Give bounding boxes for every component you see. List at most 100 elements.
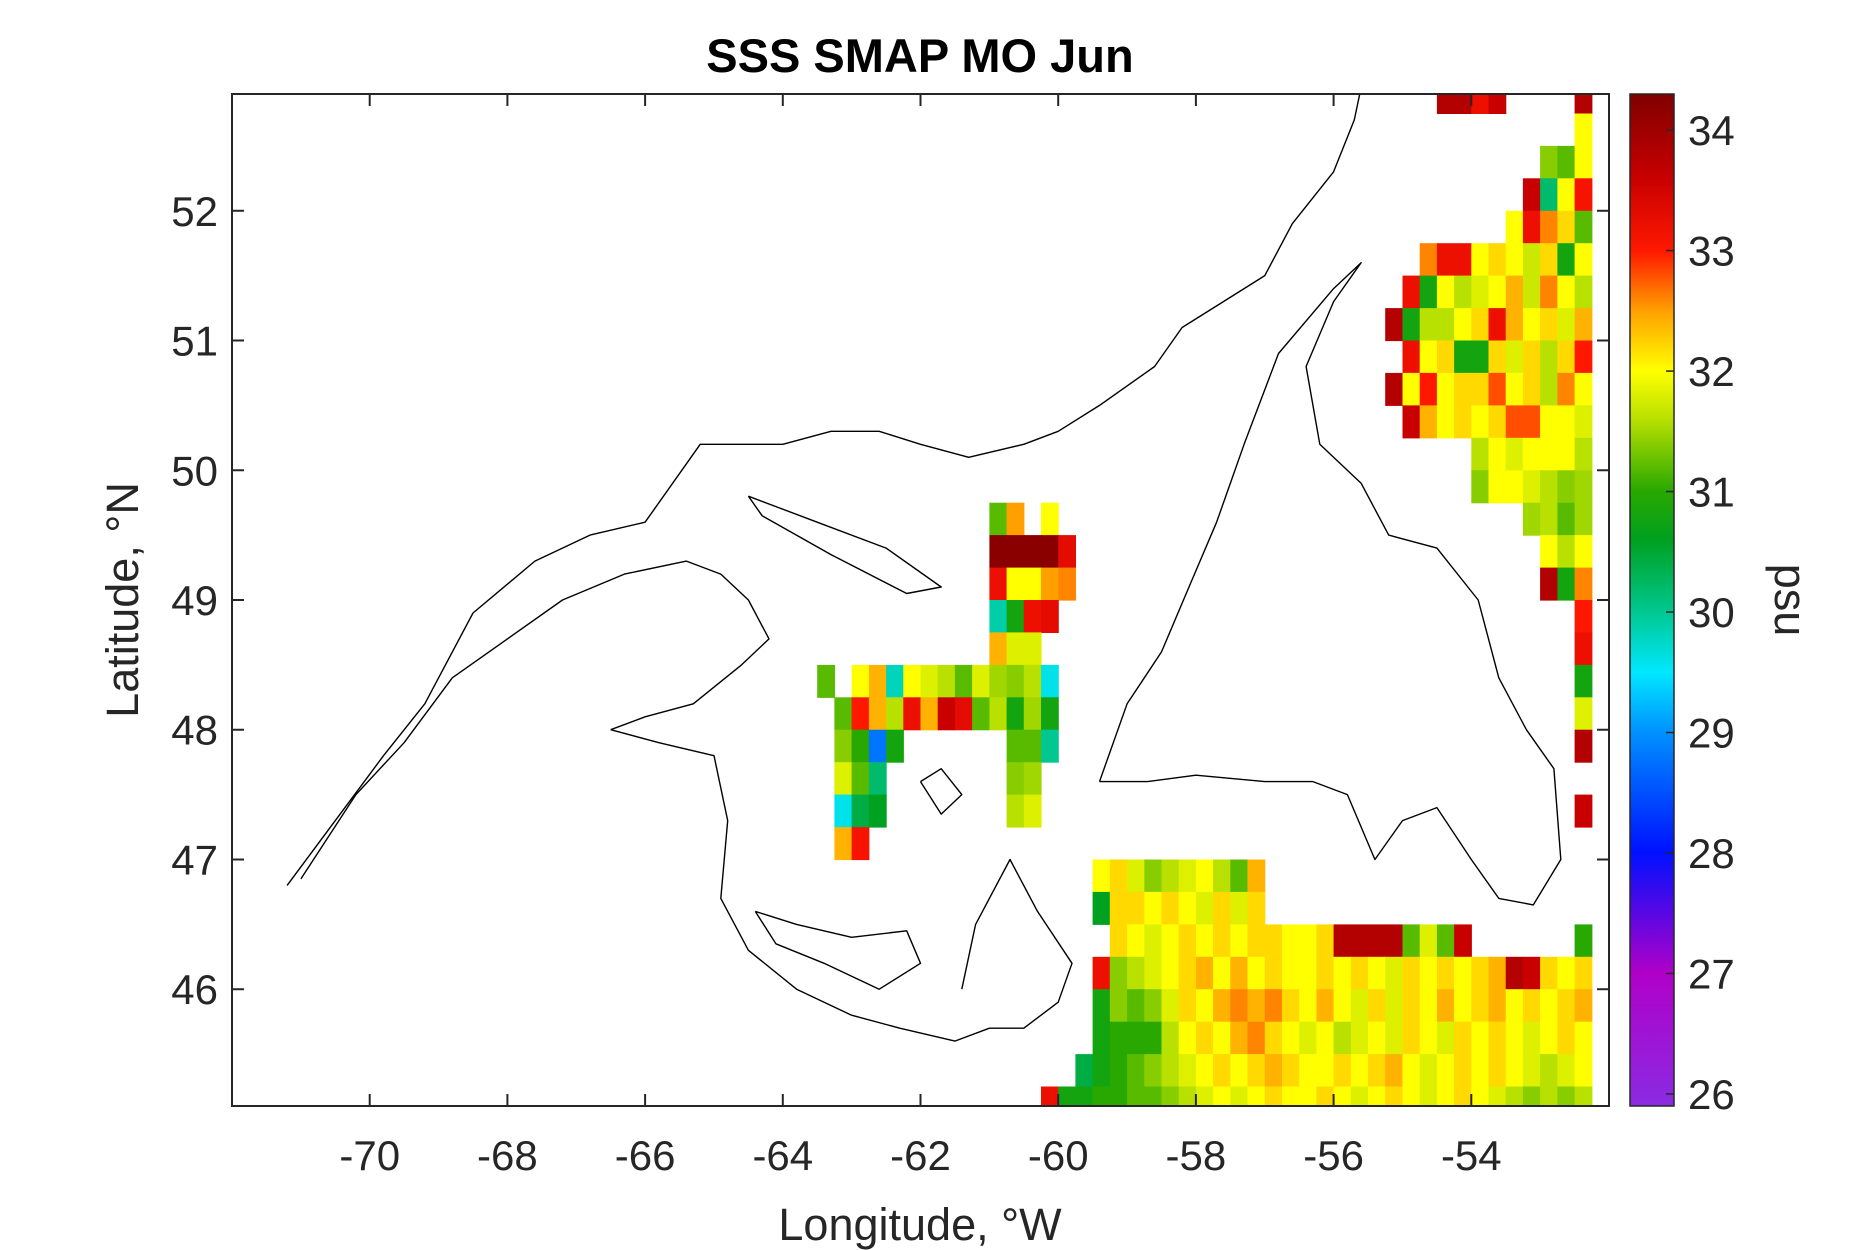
salinity-cell <box>1350 1086 1369 1106</box>
salinity-cell <box>868 664 887 698</box>
salinity-cell <box>1557 1086 1576 1106</box>
salinity-cell <box>1023 762 1042 796</box>
salinity-cell <box>1505 470 1524 504</box>
salinity-cell <box>1213 989 1231 1023</box>
salinity-cell <box>1092 891 1111 925</box>
salinity-cell <box>1419 308 1438 342</box>
salinity-cell <box>1557 372 1576 406</box>
salinity-cell <box>1540 210 1558 244</box>
salinity-cell <box>1574 989 1593 1023</box>
salinity-cell <box>1127 924 1145 958</box>
salinity-cell <box>989 567 1008 601</box>
salinity-cell <box>1299 1054 1317 1088</box>
salinity-cell <box>1195 859 1214 893</box>
salinity-cell <box>1522 1054 1541 1088</box>
y-tick-label: 51 <box>171 318 218 365</box>
salinity-cell <box>1557 275 1576 309</box>
salinity-cell <box>1144 859 1163 893</box>
salinity-cell <box>1540 405 1558 439</box>
salinity-cell <box>1488 405 1507 439</box>
salinity-cell <box>1454 275 1472 309</box>
salinity-cell <box>1333 924 1352 958</box>
salinity-cell <box>1178 1086 1197 1106</box>
salinity-cell <box>1522 502 1541 536</box>
salinity-cell <box>1213 956 1231 990</box>
salinity-cell <box>1041 664 1059 698</box>
salinity-cell <box>1436 989 1455 1023</box>
salinity-cell <box>1540 178 1558 212</box>
salinity-cell <box>1023 535 1042 569</box>
salinity-cell <box>1402 340 1421 374</box>
salinity-cell <box>1368 1021 1386 1055</box>
salinity-cell <box>1557 1054 1576 1088</box>
salinity-cell <box>1092 1054 1111 1088</box>
salinity-cell <box>1522 989 1541 1023</box>
salinity-cell <box>1402 275 1421 309</box>
salinity-cell <box>1436 1054 1455 1088</box>
salinity-cell <box>1247 924 1266 958</box>
salinity-cell <box>1574 729 1593 763</box>
salinity-cell <box>1471 956 1490 990</box>
colorbar <box>1629 93 1675 1107</box>
salinity-cell <box>1471 94 1490 114</box>
x-tick-label: -54 <box>1441 1132 1502 1179</box>
salinity-cell <box>1023 697 1042 731</box>
salinity-cell <box>1419 275 1438 309</box>
salinity-cell <box>1006 729 1025 763</box>
salinity-cell <box>1488 437 1507 471</box>
salinity-cell <box>1230 956 1249 990</box>
salinity-cell <box>1127 1054 1145 1088</box>
salinity-cell <box>1350 989 1369 1023</box>
colorbar-tick-label: 29 <box>1688 710 1735 757</box>
salinity-cell <box>1316 956 1335 990</box>
salinity-cell <box>1540 989 1558 1023</box>
salinity-cell <box>1574 502 1593 536</box>
salinity-cell <box>1264 1054 1283 1088</box>
salinity-cell <box>1471 470 1490 504</box>
salinity-cell <box>1178 891 1197 925</box>
salinity-cell <box>1195 891 1214 925</box>
x-tick-label: -58 <box>1166 1132 1227 1179</box>
salinity-cell <box>1178 924 1197 958</box>
salinity-cell <box>989 697 1008 731</box>
salinity-cell <box>1385 308 1403 342</box>
salinity-cell <box>1488 1054 1507 1088</box>
salinity-cell <box>1454 405 1472 439</box>
salinity-cell <box>1540 1086 1558 1106</box>
salinity-cell <box>1092 1021 1111 1055</box>
salinity-cell <box>1574 632 1593 666</box>
salinity-cell <box>1213 891 1231 925</box>
salinity-cell <box>1419 372 1438 406</box>
salinity-cell <box>1230 924 1249 958</box>
salinity-cell <box>1488 243 1507 277</box>
coastline <box>286 94 1562 1042</box>
salinity-cell <box>1419 1086 1438 1106</box>
salinity-cell <box>1522 437 1541 471</box>
salinity-cell <box>937 697 956 731</box>
salinity-cell <box>1574 956 1593 990</box>
salinity-cell <box>1144 924 1163 958</box>
salinity-cell <box>1402 405 1421 439</box>
salinity-cell <box>1092 956 1111 990</box>
salinity-cell <box>1127 891 1145 925</box>
salinity-cell <box>817 664 835 698</box>
salinity-cell <box>1247 1054 1266 1088</box>
salinity-cell <box>1161 891 1180 925</box>
salinity-cell <box>903 664 922 698</box>
salinity-cell <box>972 664 990 698</box>
salinity-cell <box>1540 1054 1558 1088</box>
salinity-cell <box>1092 989 1111 1023</box>
salinity-cell <box>1454 1021 1472 1055</box>
salinity-cell <box>1574 340 1593 374</box>
salinity-cell <box>972 697 990 731</box>
salinity-cell <box>1041 1086 1059 1106</box>
salinity-cell <box>1144 1054 1163 1088</box>
salinity-cell <box>1127 989 1145 1023</box>
salinity-cell <box>1540 308 1558 342</box>
salinity-cell <box>1488 372 1507 406</box>
salinity-cell <box>1333 1054 1352 1088</box>
salinity-cell <box>1109 1086 1128 1106</box>
salinity-cell <box>1213 1054 1231 1088</box>
salinity-cell <box>1522 956 1541 990</box>
salinity-cell <box>1264 1021 1283 1055</box>
